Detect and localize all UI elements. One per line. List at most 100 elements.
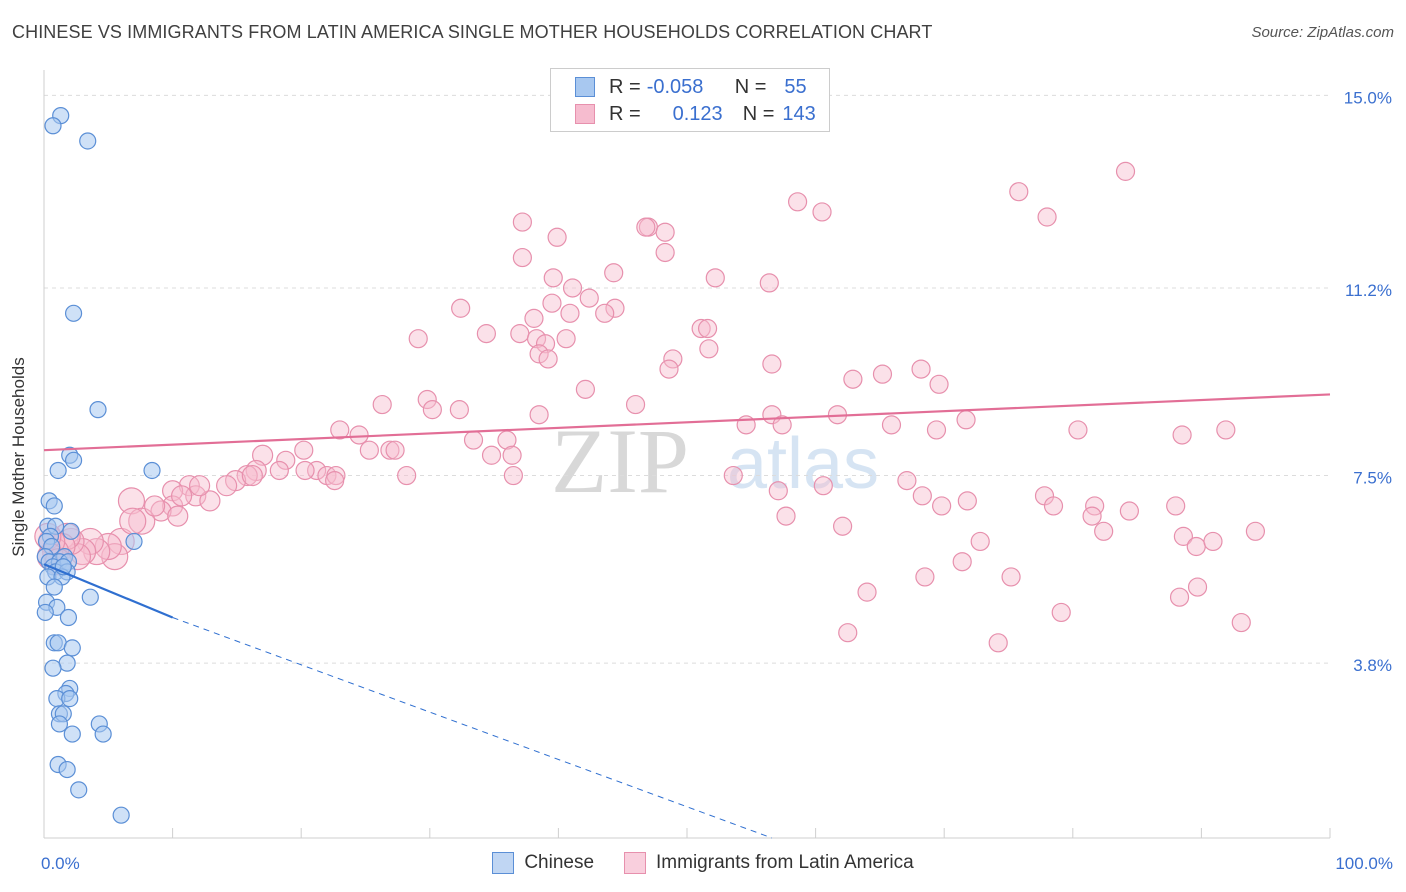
chinese-point [79, 132, 97, 150]
latin-point [408, 329, 428, 349]
latin-point [171, 485, 193, 507]
latin-point [659, 359, 679, 379]
latin-point [330, 420, 350, 440]
r-label: R = [609, 75, 641, 98]
latin-legend-icon [624, 852, 647, 874]
legend-label-latin: Immigrants from Latin America [656, 852, 914, 873]
latin-point [189, 475, 211, 497]
latin-point [502, 445, 522, 465]
latin-point [236, 464, 258, 487]
latin-point [1009, 182, 1029, 202]
latin-point [1094, 521, 1114, 541]
latin-point [512, 212, 532, 232]
latin-point [1203, 531, 1223, 552]
chinese-point [59, 608, 78, 627]
latin-point [1068, 420, 1088, 440]
latin-point [503, 465, 523, 486]
chinese-point [81, 588, 99, 606]
n-value: 143 [782, 102, 816, 125]
chinese-point [49, 461, 67, 480]
latin-point [535, 334, 556, 354]
latin-point [143, 495, 166, 517]
legend-label-chinese: Chinese [524, 852, 595, 873]
latin-point [524, 308, 544, 328]
latin-point [542, 293, 562, 313]
latin-point [625, 394, 646, 415]
latin-point [294, 440, 314, 460]
r-value: -0.058 [646, 75, 704, 98]
latin-point [556, 329, 576, 349]
latin-point [595, 303, 615, 323]
stats-box: R = -0.058 N = 55 R = 0.123 N = 143 [550, 68, 830, 132]
latin-point [575, 379, 596, 399]
chinese-point [45, 578, 63, 596]
legend-item-chinese[interactable]: Chinese [492, 852, 594, 874]
latin-point [1115, 161, 1136, 181]
y-tick-label: 11.2% [1345, 281, 1392, 300]
latin-trend-line [43, 393, 1331, 452]
latin-point [787, 192, 808, 212]
latin-point [295, 460, 315, 481]
latin-point [560, 303, 580, 323]
latin-point [417, 389, 437, 410]
source-credit: Source: ZipAtlas.com [1251, 24, 1394, 41]
chinese-point [64, 451, 83, 469]
n-label: N = [742, 102, 775, 125]
latin-point [1231, 612, 1251, 633]
latin-point [956, 410, 976, 430]
latin-swatch-icon [575, 104, 595, 124]
latin-point [857, 582, 877, 602]
legend-item-latin[interactable]: Immigrants from Latin America [624, 852, 914, 874]
latin-point [1172, 425, 1192, 445]
latin-point [1037, 207, 1057, 227]
latin-point [276, 450, 296, 470]
latin-point [349, 425, 369, 445]
chinese-point [63, 639, 81, 657]
latin-point [547, 227, 567, 247]
latin-point [199, 490, 221, 512]
chinese-swatch-icon [575, 77, 595, 97]
r-label: R = [609, 102, 641, 125]
chinese-point [61, 689, 79, 708]
x-tick-label: 0.0% [41, 854, 80, 873]
latin-point [529, 344, 549, 364]
latin-point [562, 278, 583, 298]
latin-point [529, 405, 549, 425]
latin-point [812, 202, 832, 222]
latin-point [691, 318, 711, 339]
latin-point [1169, 587, 1190, 607]
y-axis-label: Single Mother Households [9, 357, 28, 557]
latin-point [422, 400, 442, 420]
latin-point [762, 354, 782, 374]
stats-row-chinese: R = -0.058 N = 55 [575, 74, 807, 100]
chinese-point [70, 781, 88, 799]
chart-legend: Chinese Immigrants from Latin America [0, 852, 1406, 874]
latin-point [929, 374, 949, 394]
latin-point [543, 268, 563, 288]
latin-point [579, 288, 599, 308]
latin-point [697, 318, 718, 339]
latin-point [952, 552, 972, 572]
watermark-atlas: atlas [727, 424, 879, 504]
chinese-point [125, 532, 143, 551]
chinese-point [36, 603, 54, 622]
latin-point [768, 481, 788, 501]
chinese-point [44, 659, 62, 677]
latin-point [359, 440, 379, 460]
chinese-point [143, 461, 161, 480]
chinese-trend-line [43, 563, 174, 619]
latin-point [988, 633, 1008, 653]
chinese-point [62, 522, 80, 540]
stats-row-latin: R = 0.123 N = 143 [575, 101, 816, 127]
latin-point [397, 465, 417, 486]
latin-point [813, 476, 833, 496]
latin-point [699, 339, 719, 359]
latin-point [325, 471, 345, 491]
chinese-point [45, 497, 63, 515]
latin-point [216, 475, 238, 497]
latin-point [510, 324, 530, 344]
latin-point [449, 400, 469, 420]
latin-point [1082, 506, 1102, 526]
latin-point [385, 440, 405, 460]
latin-point [476, 324, 496, 344]
